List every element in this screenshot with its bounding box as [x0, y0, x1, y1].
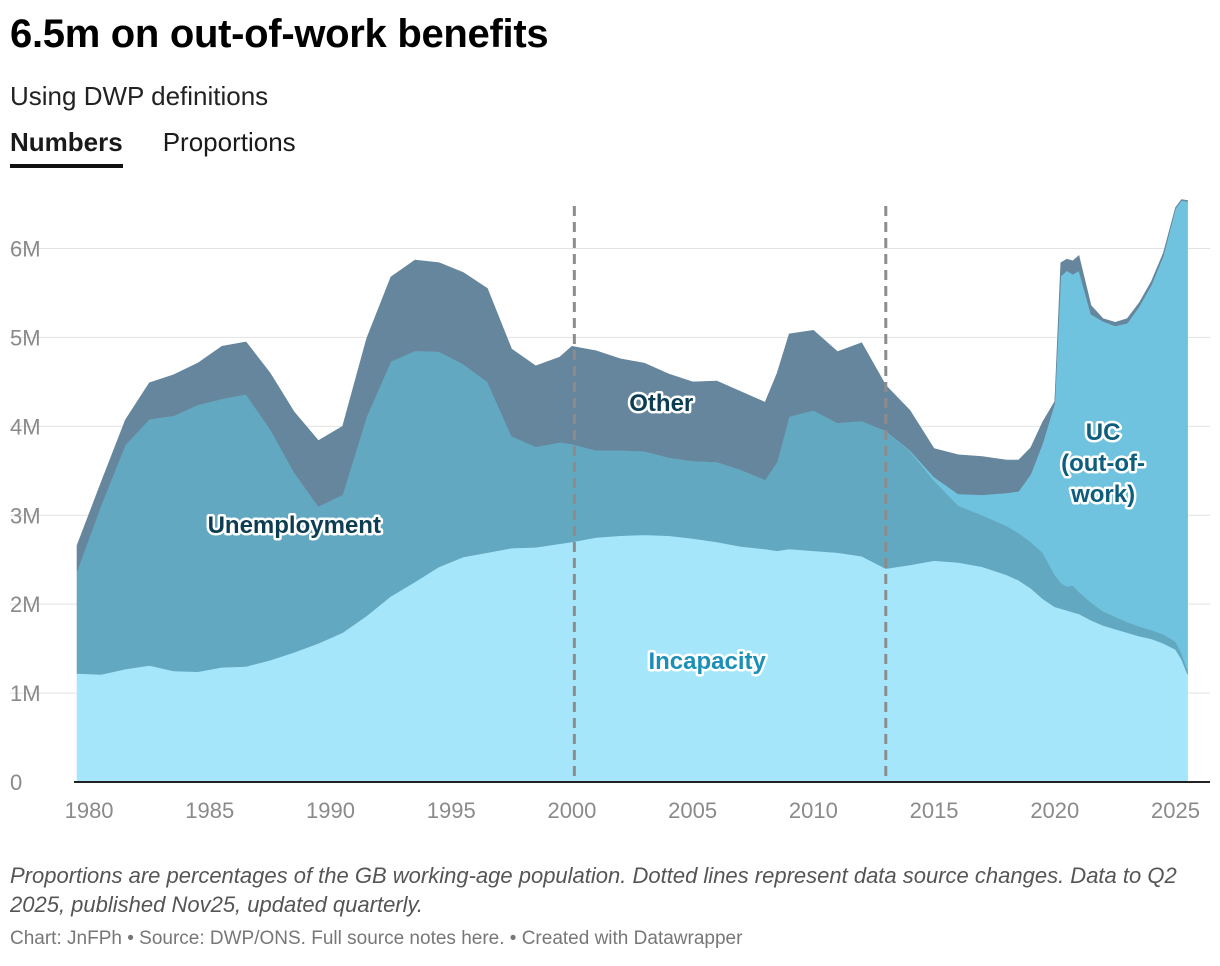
series-label-other: Other — [629, 390, 693, 417]
chart-title: 6.5m on out-of-work benefits — [10, 12, 549, 56]
tab-proportions[interactable]: Proportions — [162, 127, 296, 157]
y-tick-label: 0 — [10, 770, 22, 795]
x-tick-label: 2020 — [1030, 798, 1079, 823]
x-tick-label: 2010 — [789, 798, 838, 823]
series-label-uc: (out-of- — [1061, 450, 1145, 477]
series-label-incapacity: Incapacity — [648, 648, 766, 675]
x-tick-label: 2000 — [547, 798, 596, 823]
y-tick-label: 5M — [10, 325, 41, 350]
y-tick-label: 6M — [10, 237, 41, 262]
x-tick-label: 2015 — [910, 798, 959, 823]
area-other — [76, 199, 1188, 572]
view-tabs: Numbers Proportions — [10, 127, 296, 168]
series-labels: Unemployment Other Incapacity UC (out-of-wor… — [205, 388, 1147, 678]
tab-numbers[interactable]: Numbers — [10, 127, 123, 168]
chart-subtitle: Using DWP definitions — [10, 81, 269, 111]
chart-credit: Chart: JnFPh • Source: DWP/ONS. Full sou… — [10, 928, 743, 949]
y-tick-label: 4M — [10, 414, 41, 439]
y-tick-label: 1M — [10, 681, 41, 706]
x-tick-label: 1995 — [427, 798, 476, 823]
series-label-uc: work) — [1070, 481, 1135, 508]
x-tick-label: 2005 — [668, 798, 717, 823]
y-tick-label: 3M — [10, 503, 41, 528]
x-tick-label: 2025 — [1151, 798, 1200, 823]
x-tick-label: 1990 — [306, 798, 355, 823]
x-tick-label: 1985 — [185, 798, 234, 823]
series-label-uc: UC — [1086, 419, 1121, 446]
series-label-unemployment: Unemployment — [208, 512, 381, 539]
axes: 0 1M 2M 3M 4M 5M 6M 1980 1985 1990 1995 2000 2005 201… — [10, 237, 1210, 823]
y-tick-label: 2M — [10, 592, 41, 617]
source-change-lines — [572, 206, 888, 782]
area-series — [76, 199, 1188, 783]
chart-notes: Proportions are percentages of the GB wo… — [10, 863, 1177, 917]
stacked-area-chart: 0 1M 2M 3M 4M 5M 6M 1980 1985 1990 1995 2000 2005 201… — [10, 199, 1210, 823]
x-tick-label: 1980 — [65, 798, 114, 823]
